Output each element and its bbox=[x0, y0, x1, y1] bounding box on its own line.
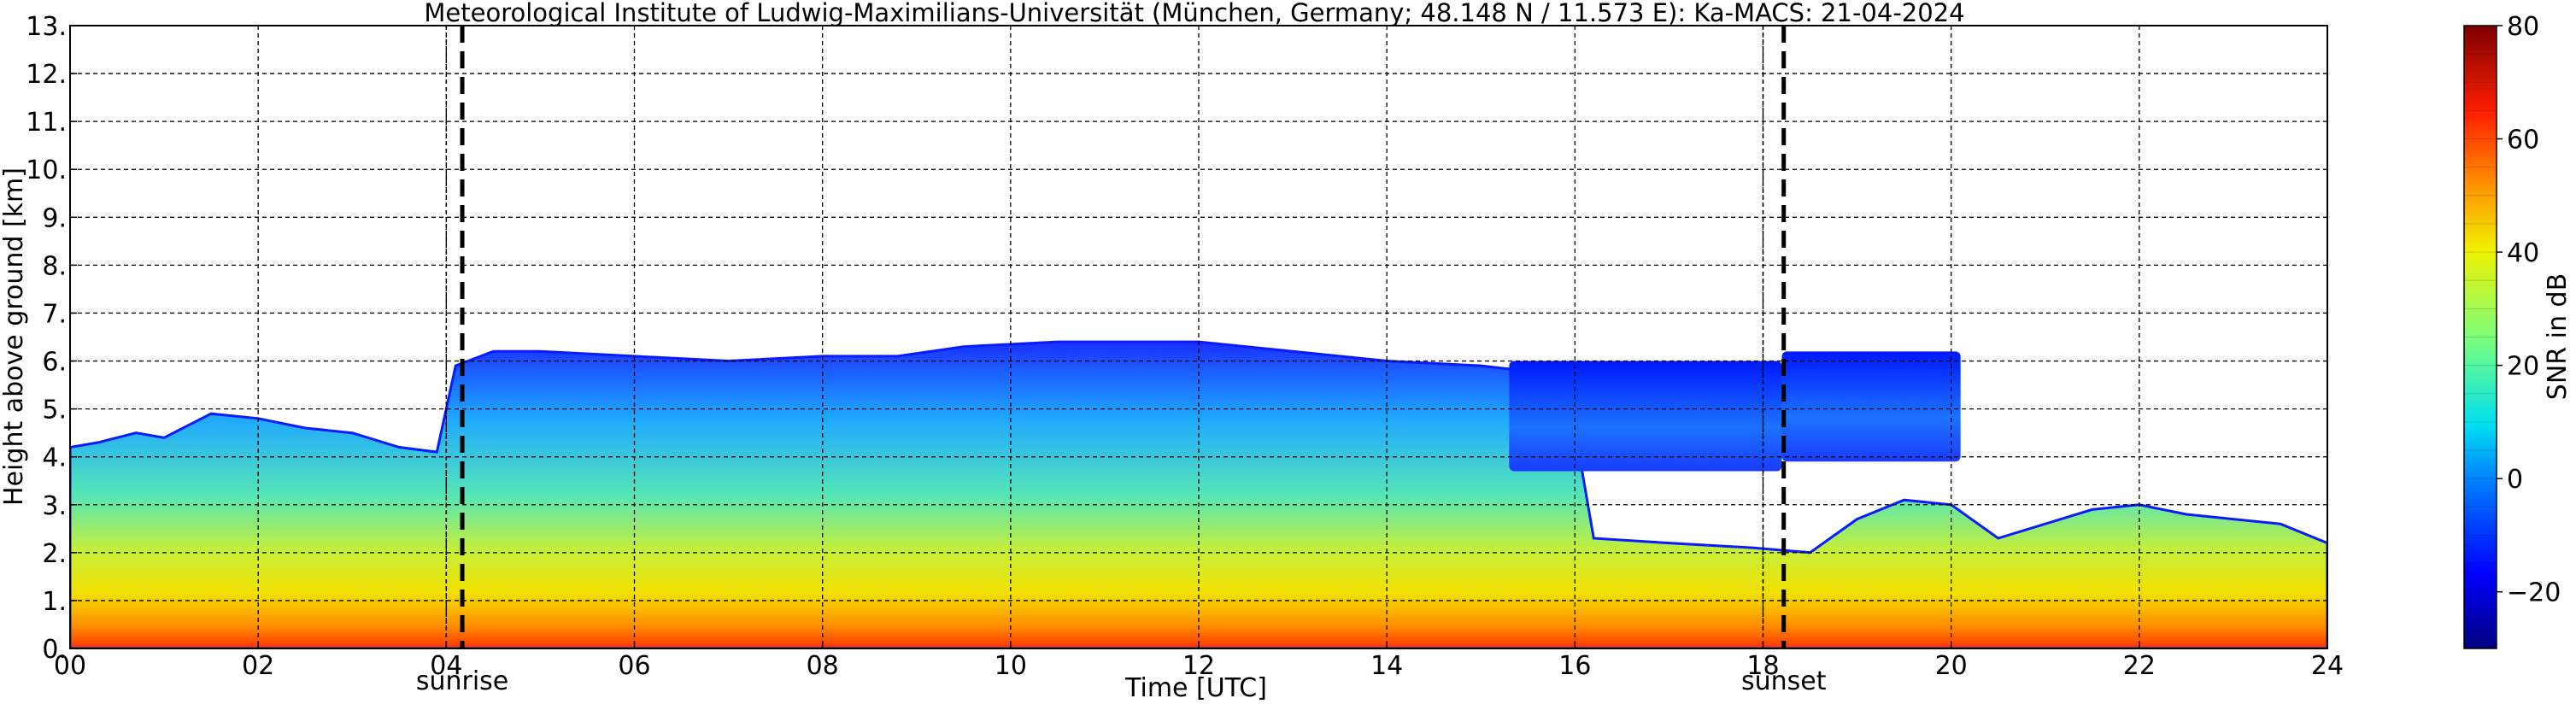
colorbar-bar bbox=[2464, 26, 2497, 648]
x-tick-label: 22 bbox=[2123, 651, 2156, 681]
colorbar-tick-label: 80 bbox=[2507, 12, 2539, 42]
colorbar-tick-label: 40 bbox=[2507, 238, 2539, 268]
grid-lines bbox=[70, 26, 2327, 648]
x-tick-label: 12 bbox=[1182, 651, 1215, 681]
colorbar-ticks: −20 0 20 40 60 80 bbox=[2497, 12, 2561, 608]
y-axis-title: Height above ground [km] bbox=[0, 167, 29, 506]
colorbar-frame bbox=[2463, 25, 2497, 649]
colorbar-tick-label: 0 bbox=[2507, 465, 2523, 495]
colorbar-tick-label: 60 bbox=[2507, 126, 2539, 155]
y-tick-label: 1. bbox=[42, 587, 67, 617]
x-tick-label: 18 bbox=[1746, 651, 1779, 681]
colorbar-tick-label: 20 bbox=[2507, 352, 2539, 382]
colorbar-bands bbox=[2464, 53, 2497, 621]
x-tick-label: 06 bbox=[618, 651, 650, 681]
y-tick-label: 4. bbox=[42, 443, 67, 473]
event-label: sunset bbox=[1741, 666, 1827, 696]
x-axis-ticks: 00 02 04 06 08 10 12 14 16 18 20 22 24 bbox=[54, 642, 2344, 681]
x-tick-label: 10 bbox=[995, 651, 1027, 681]
y-tick-label: 11. bbox=[26, 108, 67, 138]
y-tick-label: 8. bbox=[42, 251, 67, 281]
y-tick-label: 6. bbox=[42, 348, 67, 378]
y-tick-label: 7. bbox=[42, 299, 67, 329]
y-tick-label: 13. bbox=[26, 12, 67, 42]
x-tick-label: 00 bbox=[54, 651, 86, 681]
x-tick-label: 14 bbox=[1370, 651, 1403, 681]
x-tick-label: 04 bbox=[430, 651, 462, 681]
y-tick-label: 9. bbox=[42, 203, 67, 233]
x-tick-label: 24 bbox=[2311, 651, 2344, 681]
echo-upper-layer-2 bbox=[1781, 351, 1961, 462]
event-labels: sunrise sunset bbox=[416, 666, 1827, 696]
y-tick-label: 0. bbox=[42, 635, 67, 665]
x-axis-title: Time [UTC] bbox=[1124, 673, 1267, 703]
colorbar-tick-label: −20 bbox=[2507, 578, 2561, 608]
y-tick-label: 10. bbox=[26, 155, 67, 185]
colorbar: −20 0 20 40 60 80 SNR in dB bbox=[2463, 12, 2573, 649]
vertical-markers bbox=[445, 26, 1787, 648]
event-label: sunrise bbox=[416, 666, 508, 696]
x-tick-label: 02 bbox=[242, 651, 274, 681]
colorbar-label: SNR in dB bbox=[2543, 273, 2573, 400]
y-tick-label: 12. bbox=[26, 60, 67, 90]
y-tick-label: 3. bbox=[42, 491, 67, 521]
x-tick-label: 16 bbox=[1558, 651, 1591, 681]
y-axis-ticks: 0. 1. 2. 3. 4. 5. 6. 7. 8. 9. 10. 11. 12. 13. bbox=[26, 12, 77, 665]
x-tick-label: 08 bbox=[807, 651, 839, 681]
chart-title: Meteorological Institute of Ludwig-Maxim… bbox=[424, 0, 1964, 27]
x-tick-label: 20 bbox=[1935, 651, 1968, 681]
echo-upper-layer-1 bbox=[1509, 361, 1782, 472]
y-tick-label: 2. bbox=[42, 539, 67, 569]
y-tick-label: 5. bbox=[42, 396, 67, 425]
